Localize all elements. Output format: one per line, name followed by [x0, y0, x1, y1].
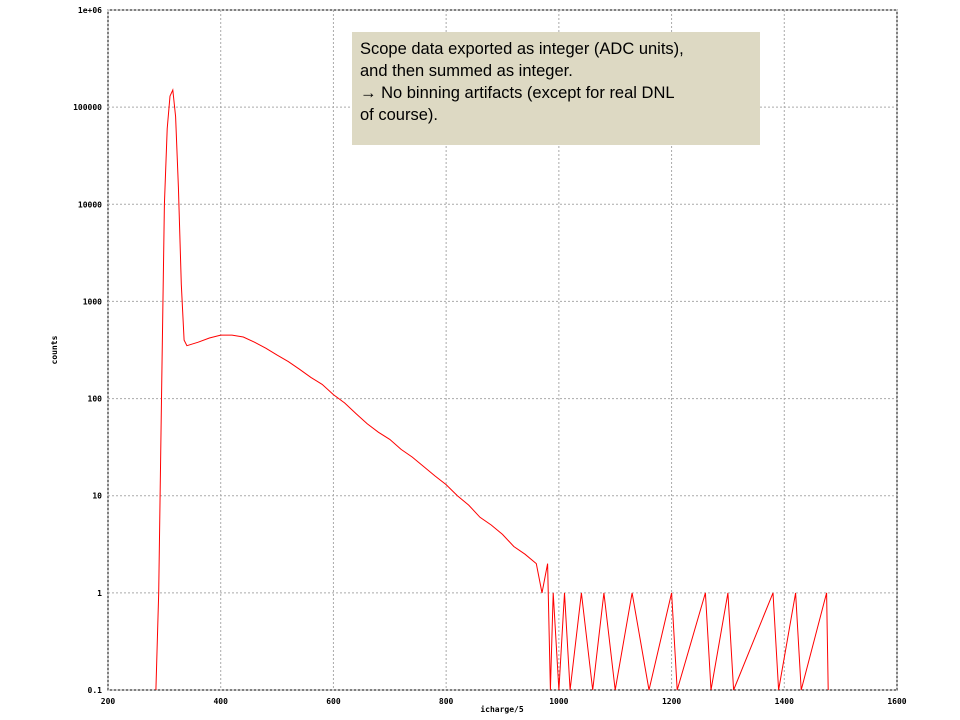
- x-tick-label: 800: [439, 697, 454, 706]
- y-tick-label: 1000: [83, 297, 102, 306]
- x-tick-label: 1200: [662, 697, 681, 706]
- x-tick-label: 1400: [775, 697, 794, 706]
- y-tick-label: 100: [88, 395, 103, 404]
- x-tick-label: 200: [101, 697, 116, 706]
- annotation-line: of course).: [360, 106, 438, 124]
- x-tick-label: 600: [326, 697, 341, 706]
- y-tick-label: 1e+06: [78, 6, 102, 15]
- y-tick-label: 10: [92, 492, 102, 501]
- annotation-box: Scope data exported as integer (ADC unit…: [352, 32, 760, 145]
- y-tick-label: 1: [97, 589, 102, 598]
- x-tick-label: 400: [213, 697, 228, 706]
- annotation-line: and then summed as integer.: [360, 62, 573, 80]
- y-tick-label: 0.1: [88, 686, 103, 695]
- x-tick-label: 1600: [887, 697, 906, 706]
- x-axis-label: icharge/5: [480, 704, 524, 714]
- y-tick-label: 100000: [73, 103, 102, 112]
- x-tick-label: 1000: [549, 697, 568, 706]
- y-tick-label: 10000: [78, 200, 102, 209]
- y-axis-label: counts: [50, 335, 59, 364]
- annotation-line: → No binning artifacts (except for real …: [360, 84, 675, 102]
- data-line: [155, 88, 829, 691]
- annotation-line: Scope data exported as integer (ADC unit…: [360, 40, 684, 58]
